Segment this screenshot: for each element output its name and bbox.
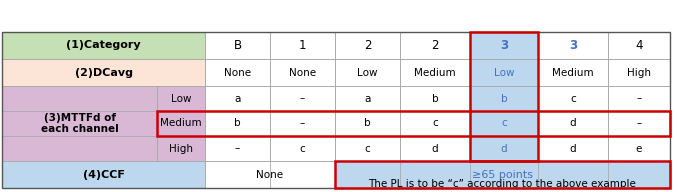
Bar bbox=[335, 161, 670, 188]
Text: c: c bbox=[570, 94, 576, 103]
Text: –: – bbox=[300, 118, 305, 128]
Bar bbox=[400, 111, 470, 136]
Bar bbox=[335, 111, 400, 136]
Bar bbox=[335, 59, 400, 86]
Text: (3)MTTFd of
each channel: (3)MTTFd of each channel bbox=[41, 113, 119, 134]
Bar bbox=[470, 32, 538, 161]
Text: Low: Low bbox=[494, 68, 514, 78]
Bar bbox=[538, 136, 608, 161]
Text: 4: 4 bbox=[635, 39, 643, 52]
Bar bbox=[608, 86, 670, 111]
Text: a: a bbox=[235, 94, 241, 103]
Bar bbox=[270, 32, 335, 59]
Bar bbox=[400, 59, 470, 86]
Bar bbox=[335, 86, 400, 111]
Bar bbox=[270, 86, 335, 111]
Bar bbox=[205, 111, 270, 136]
Bar bbox=[400, 136, 470, 161]
Bar bbox=[270, 136, 335, 161]
Bar bbox=[205, 161, 335, 188]
Bar bbox=[157, 111, 205, 136]
Text: c: c bbox=[300, 143, 305, 153]
Bar bbox=[470, 111, 538, 136]
Text: None: None bbox=[289, 68, 316, 78]
Text: c: c bbox=[365, 143, 370, 153]
Text: (1)Category: (1)Category bbox=[66, 41, 141, 50]
Text: None: None bbox=[256, 170, 283, 180]
Text: 1: 1 bbox=[299, 39, 306, 52]
Bar bbox=[335, 161, 670, 188]
Text: 3: 3 bbox=[569, 39, 577, 52]
Text: Medium: Medium bbox=[552, 68, 594, 78]
Text: 3: 3 bbox=[500, 39, 508, 52]
Text: b: b bbox=[500, 94, 507, 103]
Bar bbox=[608, 59, 670, 86]
Bar bbox=[2, 161, 205, 188]
Bar bbox=[270, 59, 335, 86]
Text: b: b bbox=[234, 118, 241, 128]
Bar bbox=[205, 136, 270, 161]
Bar bbox=[2, 32, 670, 188]
Text: None: None bbox=[224, 68, 251, 78]
Text: The PL is to be “c” according to the above example: The PL is to be “c” according to the abo… bbox=[369, 179, 637, 189]
Bar bbox=[2, 59, 205, 86]
Text: a: a bbox=[364, 94, 371, 103]
Bar bbox=[400, 86, 470, 111]
Bar bbox=[608, 136, 670, 161]
Text: Medium: Medium bbox=[160, 118, 202, 128]
Text: B: B bbox=[233, 39, 241, 52]
Text: ≥65 points: ≥65 points bbox=[472, 170, 533, 180]
Text: –: – bbox=[637, 118, 641, 128]
Bar bbox=[538, 32, 608, 59]
Bar bbox=[335, 32, 400, 59]
Text: –: – bbox=[235, 143, 240, 153]
Bar bbox=[470, 32, 538, 59]
Bar bbox=[608, 32, 670, 59]
Text: c: c bbox=[501, 118, 507, 128]
Text: (2)DCavg: (2)DCavg bbox=[75, 68, 132, 78]
Text: –: – bbox=[637, 94, 641, 103]
Bar bbox=[400, 32, 470, 59]
Text: Low: Low bbox=[357, 68, 378, 78]
Bar bbox=[205, 32, 270, 59]
Text: c: c bbox=[432, 118, 438, 128]
Bar bbox=[538, 59, 608, 86]
Bar bbox=[470, 136, 538, 161]
Bar bbox=[205, 86, 270, 111]
Bar bbox=[2, 32, 205, 59]
Text: d: d bbox=[570, 118, 576, 128]
Bar bbox=[270, 111, 335, 136]
Bar bbox=[470, 59, 538, 86]
Text: (4)CCF: (4)CCF bbox=[83, 170, 125, 180]
Bar bbox=[538, 111, 608, 136]
Text: d: d bbox=[432, 143, 438, 153]
Text: d: d bbox=[500, 143, 507, 153]
Text: Low: Low bbox=[171, 94, 191, 103]
Bar bbox=[608, 111, 670, 136]
Bar bbox=[2, 86, 157, 161]
Bar bbox=[205, 59, 270, 86]
Bar bbox=[470, 86, 538, 111]
Bar bbox=[157, 136, 205, 161]
Text: High: High bbox=[627, 68, 651, 78]
Bar bbox=[538, 86, 608, 111]
Text: 2: 2 bbox=[364, 39, 372, 52]
Text: High: High bbox=[169, 143, 193, 153]
Text: e: e bbox=[636, 143, 642, 153]
Text: d: d bbox=[570, 143, 576, 153]
Text: b: b bbox=[432, 94, 438, 103]
Bar bbox=[157, 111, 670, 136]
Text: b: b bbox=[364, 118, 371, 128]
Text: Medium: Medium bbox=[414, 68, 456, 78]
Bar bbox=[335, 136, 400, 161]
Text: –: – bbox=[300, 94, 305, 103]
Bar bbox=[157, 86, 205, 111]
Text: 2: 2 bbox=[431, 39, 439, 52]
